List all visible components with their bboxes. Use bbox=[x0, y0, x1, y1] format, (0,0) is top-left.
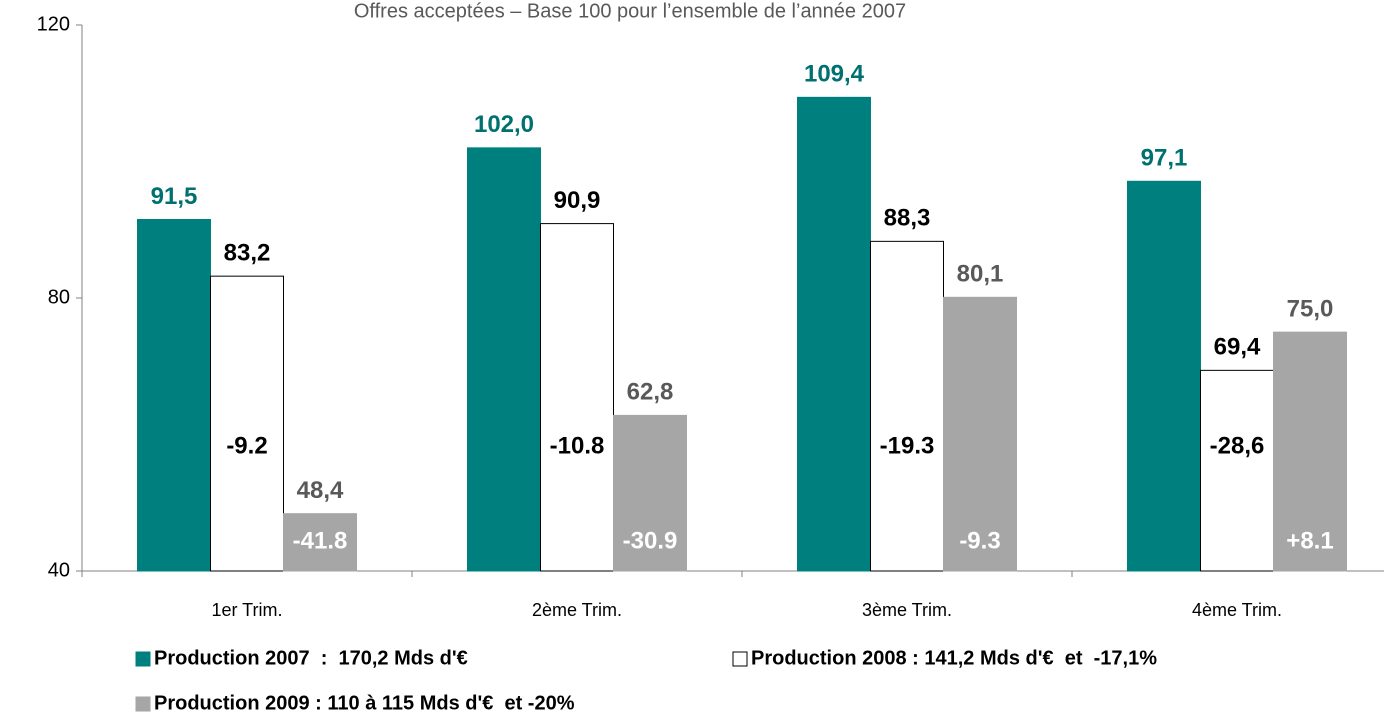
y-tick-label: 120 bbox=[37, 13, 70, 35]
bar bbox=[613, 414, 687, 572]
y-tick-label: 40 bbox=[48, 559, 70, 581]
value-label: 48,4 bbox=[297, 477, 344, 504]
bar bbox=[283, 513, 357, 572]
value-label: 102,0 bbox=[474, 111, 534, 138]
change-label: -28,6 bbox=[1210, 432, 1265, 459]
legend-swatch bbox=[732, 651, 748, 667]
legend-swatch bbox=[135, 696, 151, 712]
value-label: 97,1 bbox=[1141, 145, 1188, 172]
change-label: -19.3 bbox=[880, 432, 935, 459]
bar bbox=[1127, 180, 1201, 572]
value-label: 69,4 bbox=[1214, 334, 1261, 361]
x-tick-label: 4ème Trim. bbox=[1192, 600, 1282, 620]
value-label: 62,8 bbox=[627, 379, 674, 406]
legend-label: Production 2007 : 170,2 Mds d'€ bbox=[154, 647, 468, 669]
legend-label: Production 2009 : 110 à 115 Mds d'€ et -… bbox=[154, 692, 575, 714]
value-label: 80,1 bbox=[957, 261, 1004, 288]
x-tick-label: 2ème Trim. bbox=[532, 600, 622, 620]
y-tick-label: 80 bbox=[48, 286, 70, 308]
x-tick-label: 1er Trim. bbox=[211, 600, 282, 620]
chart-title: Offres acceptées – Base 100 pour l’ensem… bbox=[354, 0, 906, 22]
value-label: 83,2 bbox=[224, 240, 271, 267]
change-label: -9.3 bbox=[959, 527, 1000, 554]
legend-swatch bbox=[135, 651, 151, 667]
bar bbox=[210, 275, 284, 572]
bar bbox=[797, 96, 871, 572]
value-label: 88,3 bbox=[884, 205, 931, 232]
bar bbox=[943, 296, 1017, 572]
value-label: 109,4 bbox=[804, 61, 865, 88]
change-label: -41.8 bbox=[293, 527, 348, 554]
change-label: -9.2 bbox=[226, 432, 267, 459]
bar bbox=[540, 223, 614, 572]
value-label: 75,0 bbox=[1287, 295, 1334, 322]
change-label: -30.9 bbox=[623, 527, 678, 554]
value-label: 90,9 bbox=[554, 187, 601, 214]
bar bbox=[137, 219, 211, 572]
bar bbox=[467, 147, 541, 572]
change-label: +8.1 bbox=[1286, 527, 1333, 554]
value-label: 91,5 bbox=[151, 183, 198, 210]
bar bbox=[1273, 331, 1347, 572]
x-tick-label: 3ème Trim. bbox=[862, 600, 952, 620]
legend-label: Production 2008 : 141,2 Mds d'€ et -17,1… bbox=[751, 647, 1157, 669]
change-label: -10.8 bbox=[550, 432, 605, 459]
bar bbox=[1200, 369, 1274, 572]
bar bbox=[870, 240, 944, 572]
